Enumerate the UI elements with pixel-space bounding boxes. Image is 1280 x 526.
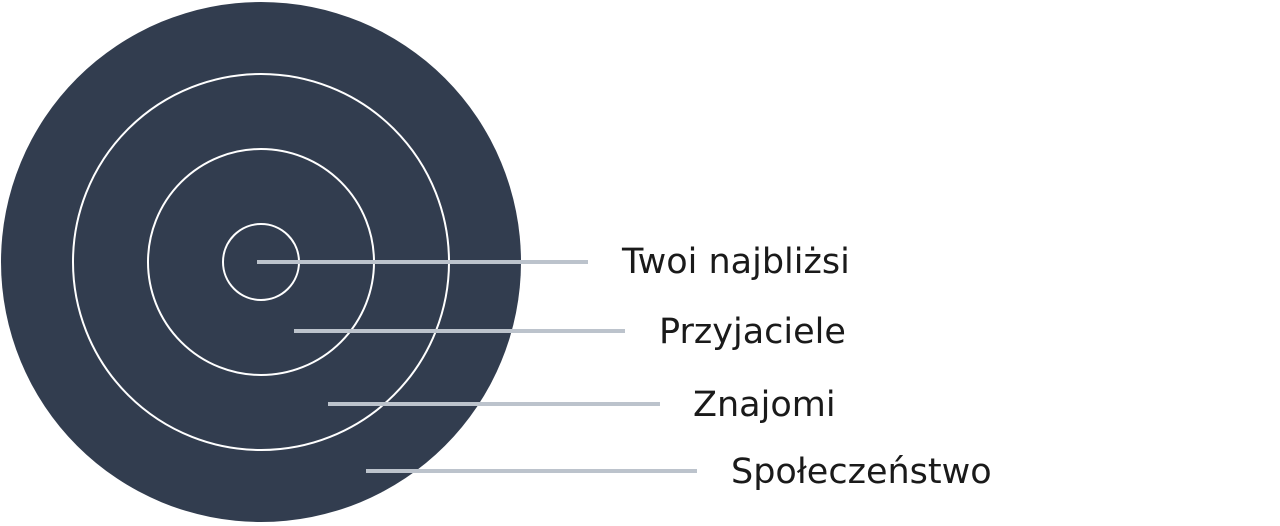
label-znajomi: Znajomi [693, 385, 836, 425]
label-przyjaciele: Przyjaciele [659, 312, 846, 352]
label-twoi-najblizsi: Twoi najbliżsi [622, 242, 850, 282]
label-spoleczenstwo: Społeczeństwo [731, 452, 992, 492]
